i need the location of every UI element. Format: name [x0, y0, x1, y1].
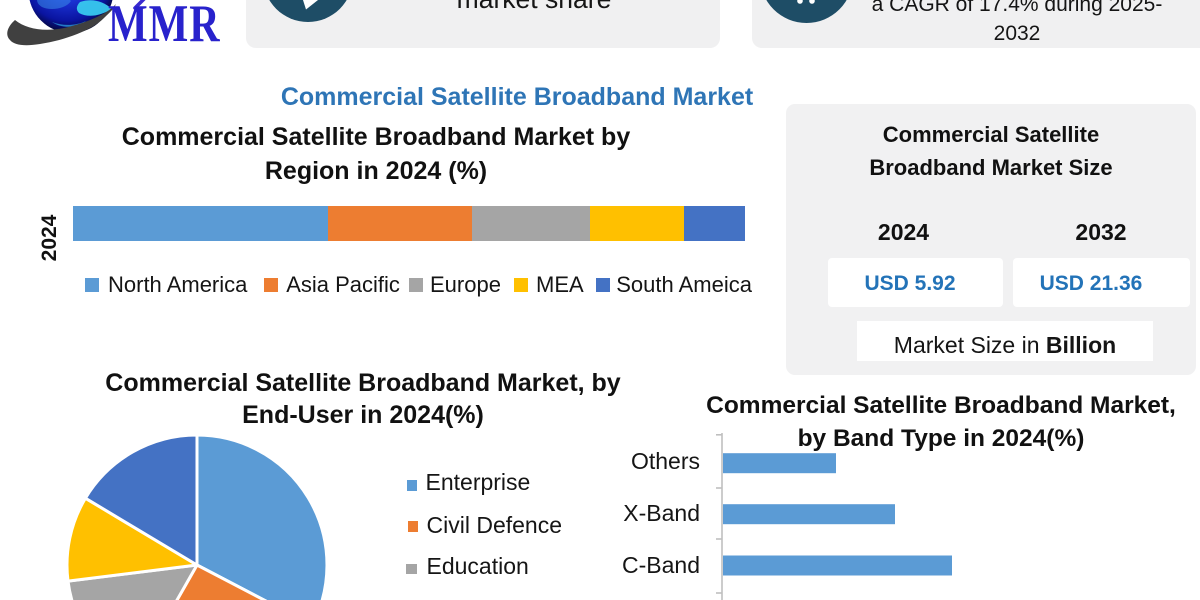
svg-text:MMR: MMR	[108, 0, 221, 52]
